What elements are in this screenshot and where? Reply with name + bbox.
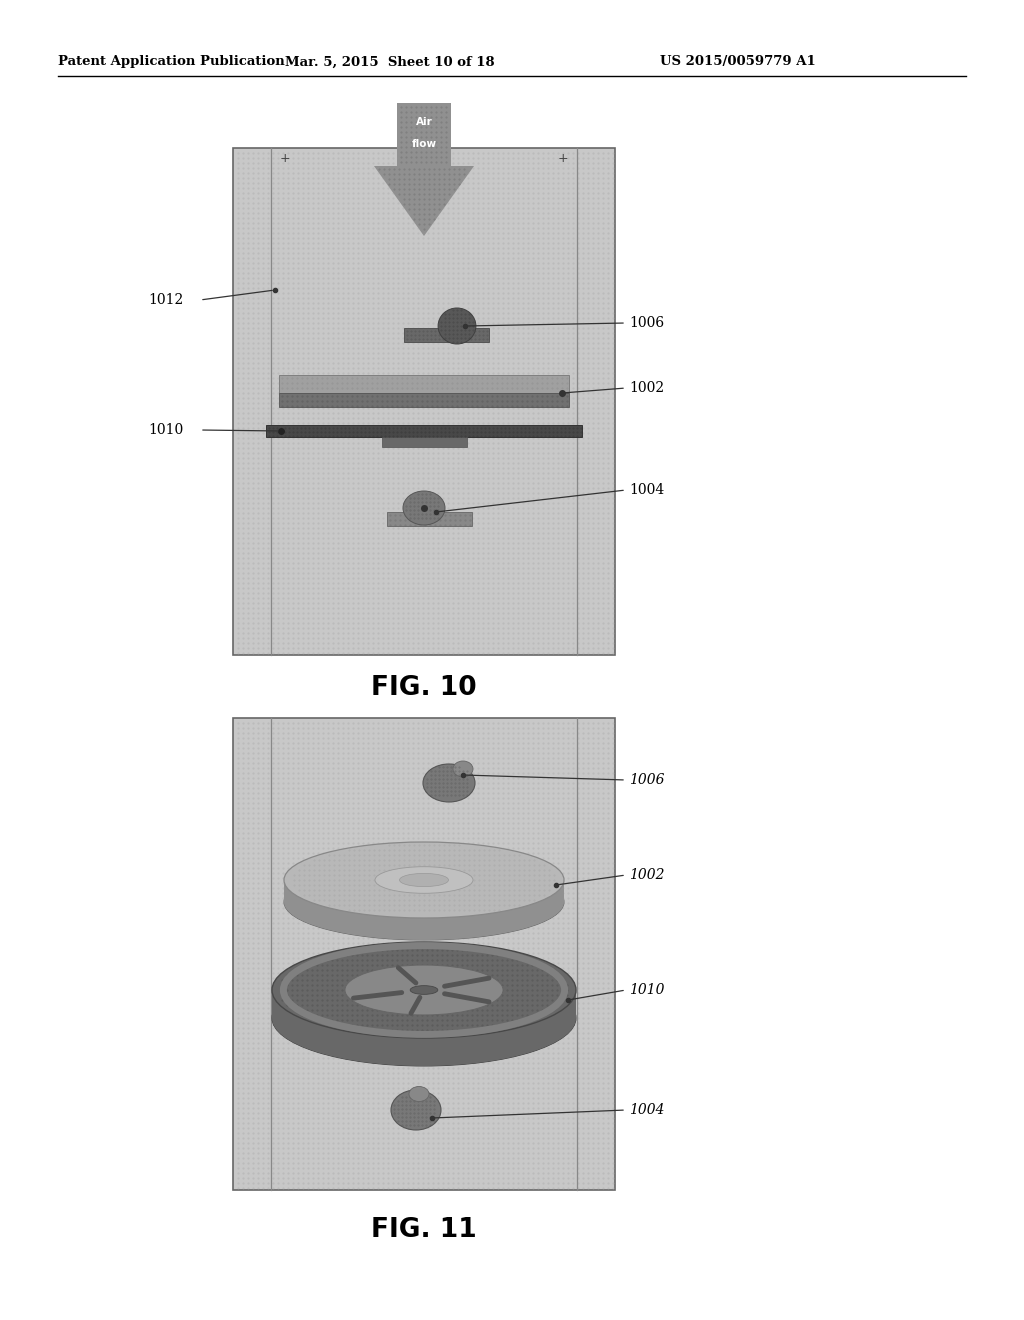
Polygon shape: [284, 880, 564, 940]
Bar: [233, 148, 615, 655]
Bar: [382, 437, 467, 447]
Text: FIG. 10: FIG. 10: [371, 675, 477, 701]
Ellipse shape: [403, 491, 445, 525]
Text: 1004: 1004: [629, 483, 665, 498]
Text: FIG. 11: FIG. 11: [371, 1217, 477, 1243]
Ellipse shape: [411, 986, 438, 994]
Text: +: +: [280, 152, 291, 165]
Ellipse shape: [453, 762, 473, 777]
Text: flow: flow: [412, 139, 436, 149]
Text: Mar. 5, 2015  Sheet 10 of 18: Mar. 5, 2015 Sheet 10 of 18: [286, 55, 495, 69]
Text: 1006: 1006: [629, 774, 665, 787]
Ellipse shape: [284, 865, 564, 940]
Ellipse shape: [438, 308, 476, 345]
Text: 1004: 1004: [629, 1104, 665, 1117]
Text: 1010: 1010: [629, 983, 665, 997]
Bar: [233, 718, 615, 1191]
Ellipse shape: [272, 970, 575, 1067]
Text: 1006: 1006: [629, 315, 665, 330]
Ellipse shape: [423, 764, 475, 803]
Polygon shape: [374, 166, 474, 236]
Ellipse shape: [391, 1090, 441, 1130]
Bar: [266, 425, 582, 437]
Bar: [387, 512, 472, 525]
Text: 1002: 1002: [629, 381, 665, 395]
Polygon shape: [272, 990, 575, 1067]
Text: Patent Application Publication: Patent Application Publication: [58, 55, 285, 69]
Bar: [279, 393, 569, 407]
Text: US 2015/0059779 A1: US 2015/0059779 A1: [660, 55, 816, 69]
Text: +: +: [558, 152, 568, 165]
Bar: [279, 375, 569, 393]
Ellipse shape: [284, 842, 564, 917]
Text: 1010: 1010: [148, 422, 183, 437]
Text: Air: Air: [416, 117, 432, 127]
Bar: [397, 103, 451, 166]
Ellipse shape: [272, 942, 575, 1038]
Ellipse shape: [409, 1086, 429, 1101]
Bar: [404, 327, 489, 342]
Text: 1012: 1012: [148, 293, 183, 308]
Ellipse shape: [399, 874, 449, 887]
Text: 1002: 1002: [629, 869, 665, 882]
Ellipse shape: [345, 965, 503, 1015]
Ellipse shape: [375, 867, 473, 894]
